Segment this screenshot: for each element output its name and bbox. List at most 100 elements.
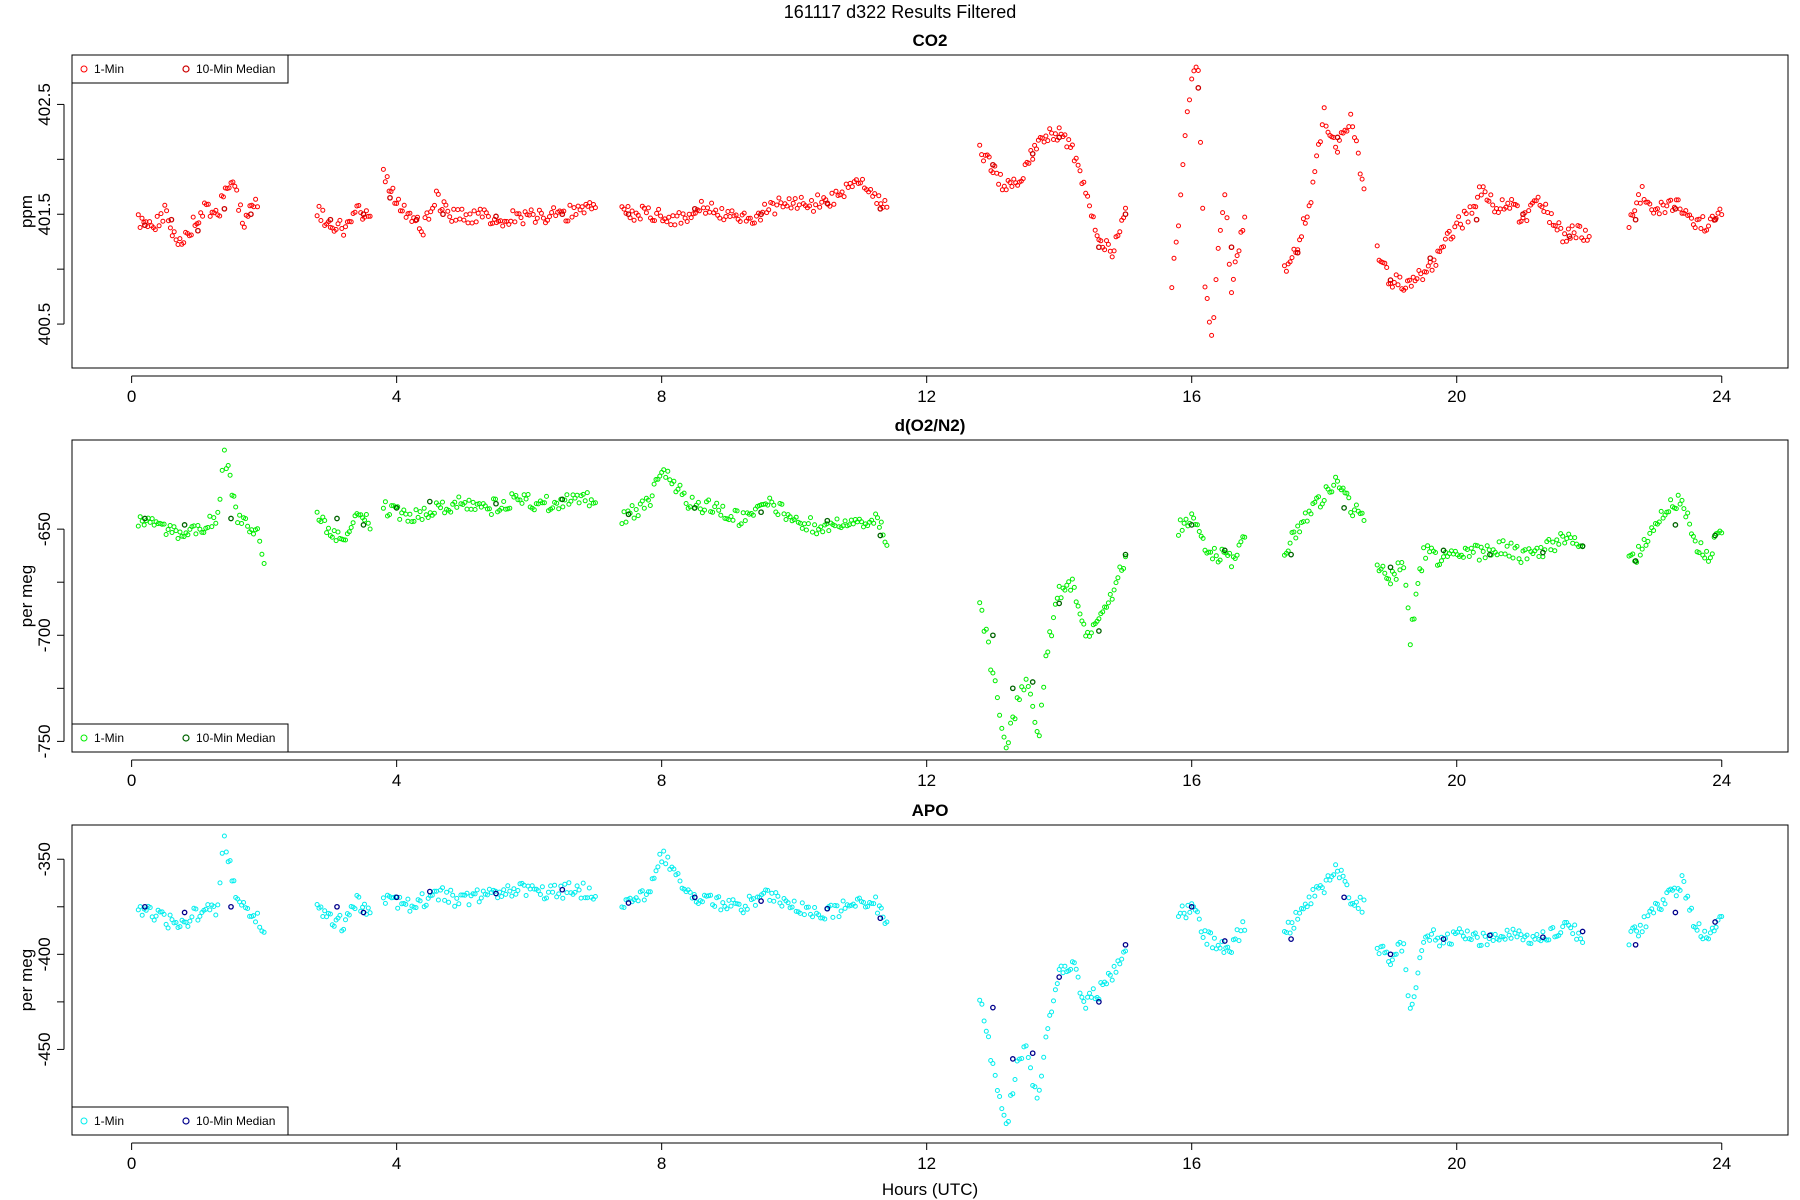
data-point: [1222, 192, 1228, 198]
data-point: [510, 208, 516, 214]
plot-frame: [71, 54, 1789, 369]
data-point: [702, 507, 707, 513]
data-point: [390, 185, 396, 191]
data-point: [449, 218, 455, 224]
data-point: [665, 468, 671, 474]
median-point: [691, 205, 698, 212]
data-point: [1459, 225, 1465, 231]
data-point: [1668, 497, 1674, 503]
data-point: [1075, 162, 1081, 168]
data-point: [1289, 920, 1295, 926]
data-point: [793, 514, 799, 520]
data-point: [990, 670, 996, 676]
data-point: [1062, 132, 1068, 138]
data-point: [1651, 528, 1657, 533]
data-point: [1087, 203, 1092, 209]
data-point: [1302, 510, 1308, 516]
x-tick-label: 4: [392, 771, 401, 790]
median-point: [1341, 894, 1347, 901]
data-point: [834, 903, 840, 909]
data-point: [193, 906, 199, 912]
data-point: [425, 515, 431, 520]
data-point: [1310, 179, 1316, 185]
data-point: [1550, 925, 1556, 931]
data-point: [1397, 567, 1403, 573]
data-point: [1291, 925, 1297, 931]
data-point: [253, 919, 258, 925]
data-point: [1176, 223, 1181, 229]
median-point: [1440, 547, 1447, 554]
data-point: [709, 200, 715, 206]
data-point: [484, 892, 490, 898]
data-point: [744, 906, 750, 912]
data-point: [137, 225, 143, 230]
data-point: [853, 177, 859, 183]
data-point: [1208, 549, 1214, 555]
plot-frame: [71, 439, 1789, 753]
data-point: [181, 919, 187, 925]
data-point: [230, 179, 236, 185]
data-point: [631, 217, 637, 223]
data-point: [563, 218, 569, 224]
data-point: [1043, 133, 1049, 139]
median-point: [559, 496, 566, 503]
data-point: [1500, 538, 1506, 544]
data-point: [675, 871, 681, 877]
data-point: [1012, 1077, 1018, 1082]
data-point: [1052, 987, 1058, 993]
median-point: [195, 227, 201, 234]
data-point: [1340, 485, 1346, 491]
data-point: [981, 158, 986, 164]
data-point: [1183, 516, 1189, 522]
y-tick-label: -450: [35, 1032, 54, 1066]
data-point: [1346, 495, 1352, 501]
data-point: [550, 505, 556, 511]
data-point: [1706, 223, 1711, 229]
data-point: [139, 912, 145, 918]
data-point: [207, 907, 213, 913]
data-point: [1486, 198, 1492, 204]
data-point: [1421, 545, 1427, 551]
data-point: [421, 505, 427, 511]
data-point: [814, 531, 820, 537]
data-point: [1415, 581, 1421, 586]
data-point: [1348, 111, 1354, 117]
data-point: [1113, 580, 1119, 586]
data-point: [1178, 192, 1184, 198]
data-point: [1039, 702, 1044, 708]
data-point: [1504, 543, 1510, 549]
data-point: [865, 904, 871, 909]
data-point: [348, 525, 354, 530]
data-point: [1719, 914, 1725, 919]
data-point: [803, 527, 809, 533]
data-point: [1107, 591, 1113, 597]
data-point: [586, 503, 592, 509]
data-point: [1469, 210, 1475, 216]
data-point: [464, 890, 470, 896]
data-point: [1323, 123, 1329, 129]
data-point: [1068, 587, 1074, 593]
data-point: [1658, 508, 1664, 514]
data-point: [231, 878, 237, 884]
data-point: [382, 179, 388, 185]
data-point: [1654, 901, 1660, 907]
data-point: [1540, 929, 1546, 935]
median-point: [1579, 928, 1586, 935]
data-point: [1706, 936, 1711, 942]
data-point: [1524, 218, 1530, 224]
data-point: [397, 516, 403, 522]
data-point: [1229, 564, 1234, 570]
data-point: [708, 892, 714, 898]
data-point: [380, 505, 386, 511]
data-point: [255, 526, 260, 532]
data-point: [1219, 939, 1225, 945]
data-point: [459, 206, 465, 212]
median-point: [1712, 532, 1718, 539]
data-point: [343, 537, 348, 543]
data-point: [135, 212, 141, 218]
data-point: [1478, 942, 1484, 948]
data-point: [1401, 941, 1407, 947]
data-point: [1297, 910, 1303, 916]
data-point: [1181, 910, 1187, 916]
data-point: [1391, 280, 1397, 285]
